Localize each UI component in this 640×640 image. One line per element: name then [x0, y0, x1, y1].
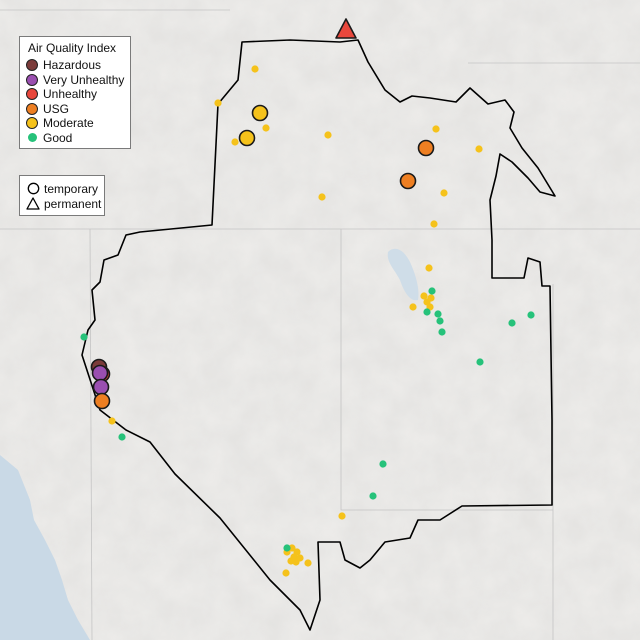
aqi-legend-title: Air Quality Index: [28, 41, 117, 55]
monitor-good-small[interactable]: [118, 433, 126, 441]
legend-label-temporary: temporary: [44, 181, 99, 196]
monitor-good-small[interactable]: [283, 544, 291, 552]
monitor-unhealthy-permanent[interactable]: [335, 18, 357, 39]
monitor-moderate-temporary[interactable]: [251, 104, 269, 122]
legend-label-very-unhealthy: Very Unhealthy: [43, 72, 125, 87]
monitor-moderate-small[interactable]: [432, 125, 440, 133]
legend-label-permanent: permanent: [44, 196, 102, 211]
monitor-moderate-small[interactable]: [296, 554, 304, 562]
monitor-good-small[interactable]: [379, 460, 387, 468]
monitor-moderate-small[interactable]: [251, 65, 259, 73]
aqi-markers: [80, 18, 535, 577]
monitor-good-small[interactable]: [438, 328, 446, 336]
monitor-moderate-small[interactable]: [288, 544, 296, 552]
legend-item-permanent: permanent: [26, 196, 104, 211]
triangle-icon: [26, 197, 40, 211]
legend-item-temporary: temporary: [26, 181, 104, 196]
monitor-very-unhealthy-temporary[interactable]: [91, 364, 109, 382]
monitor-moderate-small[interactable]: [231, 138, 239, 146]
legend-item-good: Good: [26, 131, 130, 146]
monitor-moderate-small[interactable]: [318, 193, 326, 201]
pacific-ocean: [0, 455, 90, 640]
great-salt-lake: [387, 248, 419, 301]
monitor-moderate-small[interactable]: [475, 145, 483, 153]
legend-item-usg: USG: [26, 102, 130, 117]
usg-swatch: [26, 102, 38, 115]
monitor-good-small[interactable]: [369, 492, 377, 500]
unhealthy-swatch: [26, 88, 38, 101]
region-boundary: [81, 39, 556, 631]
monitor-good-small[interactable]: [80, 333, 88, 341]
monitor-good-small[interactable]: [508, 319, 516, 327]
legend-item-very-unhealthy: Very Unhealthy: [26, 73, 130, 88]
monitor-good-small[interactable]: [423, 308, 431, 316]
monitor-moderate-small[interactable]: [440, 189, 448, 197]
moderate-swatch: [26, 117, 38, 130]
monitor-moderate-small[interactable]: [420, 292, 428, 300]
legend-label-usg: USG: [43, 101, 70, 116]
monitor-good-small[interactable]: [436, 317, 444, 325]
legend-label-unhealthy: Unhealthy: [43, 87, 98, 102]
monitor-usg-temporary[interactable]: [417, 139, 435, 157]
monitor-moderate-small[interactable]: [108, 417, 116, 425]
monitor-usg-temporary[interactable]: [399, 172, 417, 190]
monitor-moderate-small[interactable]: [324, 131, 332, 139]
monitor-moderate-temporary[interactable]: [238, 129, 256, 147]
legend-label-good: Good: [43, 130, 73, 145]
monitor-moderate-small[interactable]: [214, 99, 222, 107]
monitor-moderate-small[interactable]: [338, 512, 346, 520]
monitor-moderate-small[interactable]: [282, 569, 290, 577]
legend-label-moderate: Moderate: [43, 116, 94, 131]
monitor-good-small[interactable]: [527, 311, 535, 319]
legend-item-moderate: Moderate: [26, 116, 130, 131]
circle-icon: [26, 182, 40, 196]
monitor-good-small[interactable]: [476, 358, 484, 366]
monitor-moderate-small[interactable]: [262, 124, 270, 132]
good-swatch: [27, 133, 37, 143]
very-unhealthy-swatch: [26, 73, 38, 86]
monitor-usg-temporary[interactable]: [93, 392, 111, 410]
legend-label-hazardous: Hazardous: [43, 58, 102, 73]
monitor-good-small[interactable]: [428, 287, 436, 295]
hazardous-swatch: [26, 59, 38, 72]
monitor-moderate-small[interactable]: [430, 220, 438, 228]
aqi-legend: Air Quality Index Hazardous Very Unhealt…: [19, 36, 131, 149]
state-boundaries: [0, 9, 640, 640]
monitor-moderate-small[interactable]: [409, 303, 417, 311]
monitor-moderate-small[interactable]: [425, 264, 433, 272]
monitor-very-unhealthy-temporary[interactable]: [92, 378, 110, 396]
monitor-good-small[interactable]: [434, 310, 442, 318]
monitor-type-legend: temporary permanent: [19, 175, 105, 216]
legend-item-unhealthy: Unhealthy: [26, 87, 130, 102]
monitor-moderate-small[interactable]: [304, 559, 312, 567]
legend-item-hazardous: Hazardous: [26, 58, 130, 73]
